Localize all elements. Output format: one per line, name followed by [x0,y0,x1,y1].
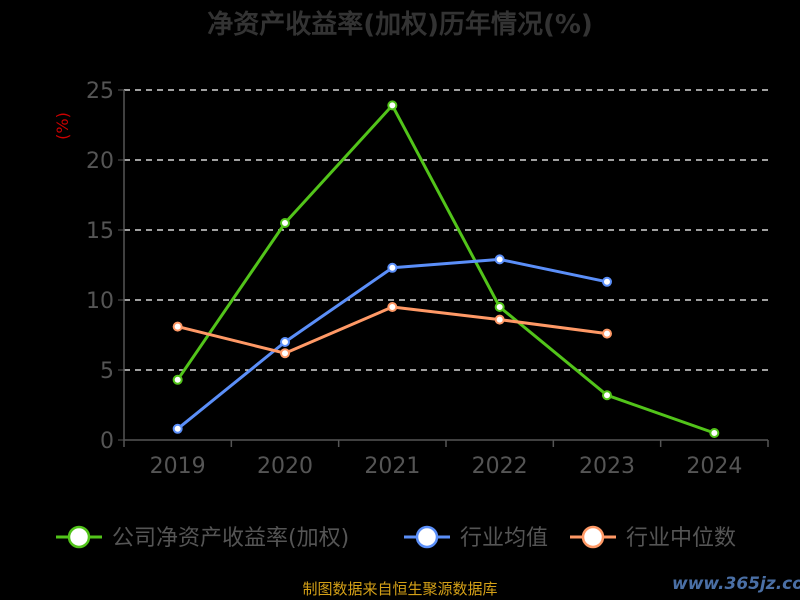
x-tick-label: 2023 [579,454,635,479]
legend-marker [67,525,91,549]
y-tick-label: 15 [86,219,114,244]
data-point [280,218,290,228]
watermark: www.365jz.com [672,574,800,594]
x-tick-label: 2022 [472,454,528,479]
data-point [280,337,290,347]
legend-marker [581,525,605,549]
grid-layer [124,89,768,371]
data-point [709,428,720,438]
chart-title: 净资产收益率(加权)历年情况(%) [207,10,593,40]
legend-label: 公司净资产收益率(加权) [112,526,349,551]
y-tick-label: 10 [86,289,114,314]
data-point [172,321,183,332]
legend-item[interactable]: 公司净资产收益率(加权) [56,525,349,551]
y-tick-label: 25 [86,79,114,104]
data-point [280,348,290,359]
y-axis-unit-label: (%) [53,112,72,140]
series-line [177,305,608,355]
data-point [387,302,398,312]
y-tick-label: 20 [86,149,114,174]
x-tick-label: 2020 [257,454,313,479]
data-point [602,276,612,287]
data-point [387,262,398,273]
data-point [387,100,398,111]
x-tick-label: 2021 [364,454,420,479]
series-line [176,103,715,435]
y-tick-label: 0 [100,429,114,454]
data-point [172,423,183,434]
source-note: 制图数据来自恒生聚源数据库 [302,580,498,598]
series-layer [172,100,720,438]
axis-layer: 0 5 10 15 20 25 2019 2020 2021 2022 2023 2024 [86,79,769,479]
legend-label: 行业中位数 [626,526,736,551]
x-tick-label: 2019 [150,454,206,479]
x-tick-label: 2024 [686,454,742,479]
y-tick-label: 5 [100,359,114,384]
data-point [494,302,505,312]
data-point [172,374,183,385]
data-point [494,254,505,265]
data-point [602,328,612,339]
data-point [602,390,612,401]
data-point [494,314,505,325]
legend-marker [415,525,439,549]
legend-item[interactable]: 行业均值 [404,525,548,551]
legend-item[interactable]: 行业中位数 [570,525,736,551]
legend-label: 行业均值 [460,526,548,551]
legend: 公司净资产收益率(加权) 行业均值 行业中位数 [56,525,736,551]
